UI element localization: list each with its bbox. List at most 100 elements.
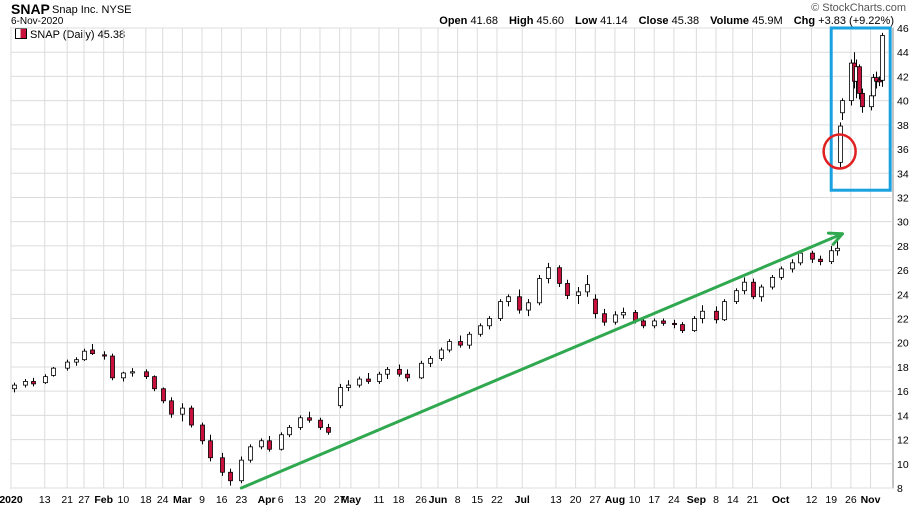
candle-body — [180, 407, 185, 415]
y-tick-label: 10 — [897, 459, 909, 471]
candle-body — [790, 262, 795, 270]
x-tick-label: Jun — [429, 494, 448, 506]
x-tick-label: 27 — [334, 494, 346, 506]
x-tick-label: 18 — [140, 494, 152, 506]
x-tick-label: 27 — [589, 494, 601, 506]
x-tick-label: 27 — [78, 494, 90, 506]
x-tick-label: 14 — [727, 494, 739, 506]
candle-body — [377, 373, 382, 382]
x-tick-label: 17 — [648, 494, 660, 506]
x-tick-label: 18 — [393, 494, 405, 506]
y-tick-label: 28 — [897, 241, 909, 253]
quote-label: Chg — [793, 15, 819, 27]
quote-summary: Open 41.68 High 45.60 Low 41.14 Close 45… — [439, 15, 894, 27]
candle-body — [326, 427, 331, 433]
y-tick-label: 20 — [897, 338, 909, 350]
candle-body — [818, 258, 823, 263]
candle-body — [366, 378, 371, 382]
candle-body — [259, 440, 264, 448]
y-tick-label: 44 — [897, 47, 909, 59]
x-tick-label: 13 — [294, 494, 306, 506]
x-tick-label: 21 — [747, 494, 759, 506]
quote-value: 45.38 — [671, 15, 711, 27]
y-tick-label: 22 — [897, 314, 909, 326]
x-tick-label: 8 — [455, 494, 461, 506]
x-tick-label: 20 — [570, 494, 582, 506]
candle-body — [692, 318, 697, 332]
candle-body — [857, 66, 862, 94]
candle-body — [74, 359, 79, 363]
x-tick-label: Nov — [861, 494, 881, 506]
candle-body — [267, 440, 272, 450]
x-tick-label: Apr — [258, 494, 276, 506]
candle-body — [161, 388, 166, 402]
candle-body — [557, 267, 562, 284]
quote-high: High 45.60 — [509, 15, 575, 27]
candle-body — [621, 312, 626, 316]
y-tick-label: 16 — [897, 386, 909, 398]
x-tick-label: Sep — [687, 494, 706, 506]
x-tick-label: 20 — [314, 494, 326, 506]
trend-arrow-line — [239, 232, 844, 490]
x-tick-label: 8 — [713, 494, 719, 506]
candle-body — [121, 372, 126, 379]
candle-body — [722, 301, 727, 321]
y-tick-label: 8 — [897, 483, 903, 495]
candle-body — [239, 459, 244, 482]
candle-body — [298, 417, 303, 428]
x-tick-label: 9 — [199, 494, 205, 506]
y-tick-label: 36 — [897, 144, 909, 156]
quote-value: 41.68 — [470, 15, 509, 27]
candle-body — [458, 341, 463, 346]
candle-body — [526, 302, 531, 311]
candle-body — [770, 276, 775, 288]
x-tick-label: 26 — [415, 494, 427, 506]
x-tick-label: May — [341, 494, 362, 506]
candle-body — [31, 381, 36, 385]
candle-body — [838, 125, 843, 163]
y-tick-label: 30 — [897, 217, 909, 229]
candle-body — [208, 440, 213, 459]
candle-body — [874, 77, 879, 82]
quote-value: 45.9M — [752, 15, 794, 27]
candle-body — [152, 376, 157, 390]
candle-body — [82, 350, 87, 361]
x-tick-label: 22 — [491, 494, 503, 506]
candle-body — [810, 252, 815, 260]
candle-body — [661, 320, 666, 324]
y-tick-label: 14 — [897, 410, 909, 422]
x-tick-label: Mar — [173, 494, 192, 506]
candle-body — [228, 471, 233, 482]
candle-body — [869, 95, 874, 108]
x-tick-label: 16 — [216, 494, 228, 506]
candle-body — [467, 333, 472, 346]
company-exchange: Snap Inc. NYSE — [52, 4, 132, 16]
x-tick-label: 19 — [825, 494, 837, 506]
candle-body — [585, 284, 590, 293]
copyright-text[interactable]: © StockCharts.com — [811, 2, 906, 14]
y-tick-label: 12 — [897, 435, 909, 447]
quote-open: Open 41.68 — [439, 15, 509, 27]
candle-body — [871, 77, 876, 97]
candle-body — [680, 324, 685, 332]
trend-arrow-head — [826, 231, 844, 246]
highlight-box — [829, 26, 892, 192]
x-tick-label: 11 — [374, 494, 385, 506]
candle-body — [860, 92, 865, 108]
x-tick-label: 10 — [629, 494, 641, 506]
candle-body — [829, 250, 834, 263]
quote-value: 45.60 — [536, 15, 575, 27]
candle-body — [537, 278, 542, 304]
candle-body — [734, 290, 739, 302]
candle-body — [602, 313, 607, 323]
candle-body — [779, 268, 784, 278]
candle-body — [200, 424, 205, 442]
candle-body — [357, 378, 362, 386]
candle-body — [220, 457, 225, 473]
candle-body — [90, 349, 95, 355]
quote-value: 41.14 — [600, 15, 639, 27]
x-tick-label: Jul — [515, 494, 530, 506]
candle-body — [169, 400, 174, 415]
y-tick-label: 24 — [897, 289, 909, 301]
